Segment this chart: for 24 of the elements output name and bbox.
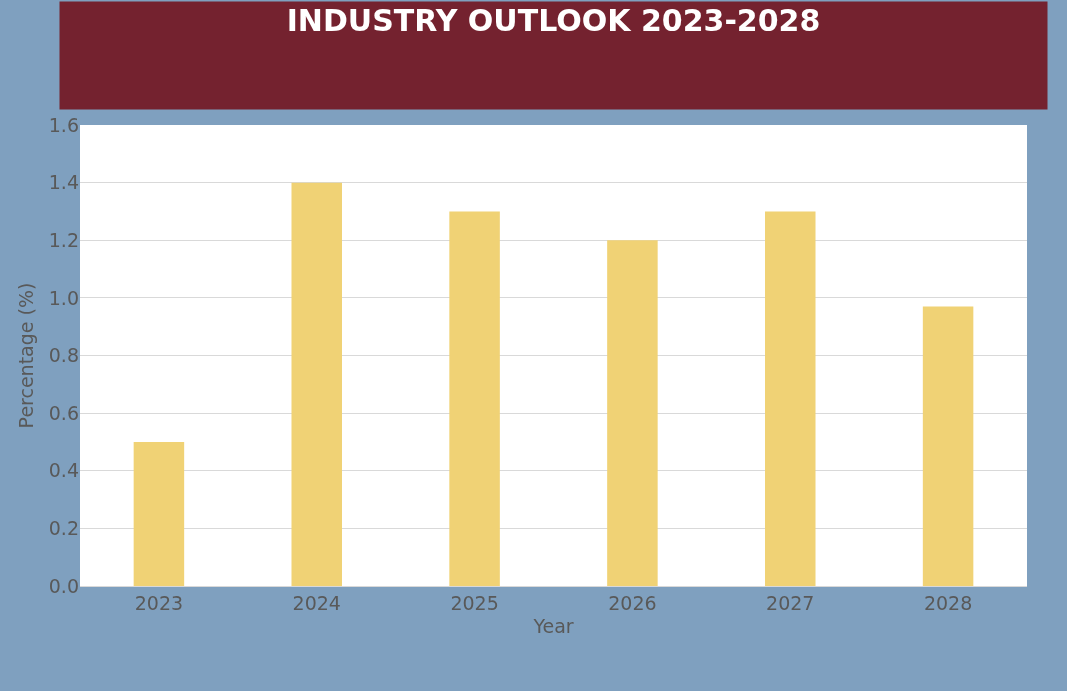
y-tick-label: 1.0 xyxy=(48,286,79,309)
bar xyxy=(922,306,974,586)
y-tick-label: 1.4 xyxy=(48,171,79,194)
x-tick-label: 2024 xyxy=(292,591,341,614)
bar xyxy=(607,240,658,586)
x-tick-label: 2027 xyxy=(766,591,815,614)
y-axis-title: Percentage (%) xyxy=(14,282,37,429)
y-tick-label: 0.0 xyxy=(48,574,79,597)
bar xyxy=(449,211,500,586)
bar xyxy=(133,441,185,586)
x-tick-label: 2023 xyxy=(134,591,184,614)
x-tick-label: 2028 xyxy=(923,591,973,614)
y-tick-label: 1.6 xyxy=(48,113,79,136)
y-tick-label: 0.6 xyxy=(48,401,79,424)
x-tick-label: 2025 xyxy=(450,591,499,614)
x-axis-title: Year xyxy=(532,614,574,637)
y-tick-label: 0.2 xyxy=(48,517,79,540)
y-tick-label: 0.8 xyxy=(48,344,79,367)
bar xyxy=(765,211,816,586)
y-tick-label: 0.4 xyxy=(48,459,79,482)
y-tick-label: 1.2 xyxy=(48,228,79,251)
x-tick-label: 2026 xyxy=(608,591,657,614)
bar xyxy=(291,182,342,586)
chart-title: INDUSTRY OUTLOOK 2023-2028 xyxy=(286,3,821,38)
